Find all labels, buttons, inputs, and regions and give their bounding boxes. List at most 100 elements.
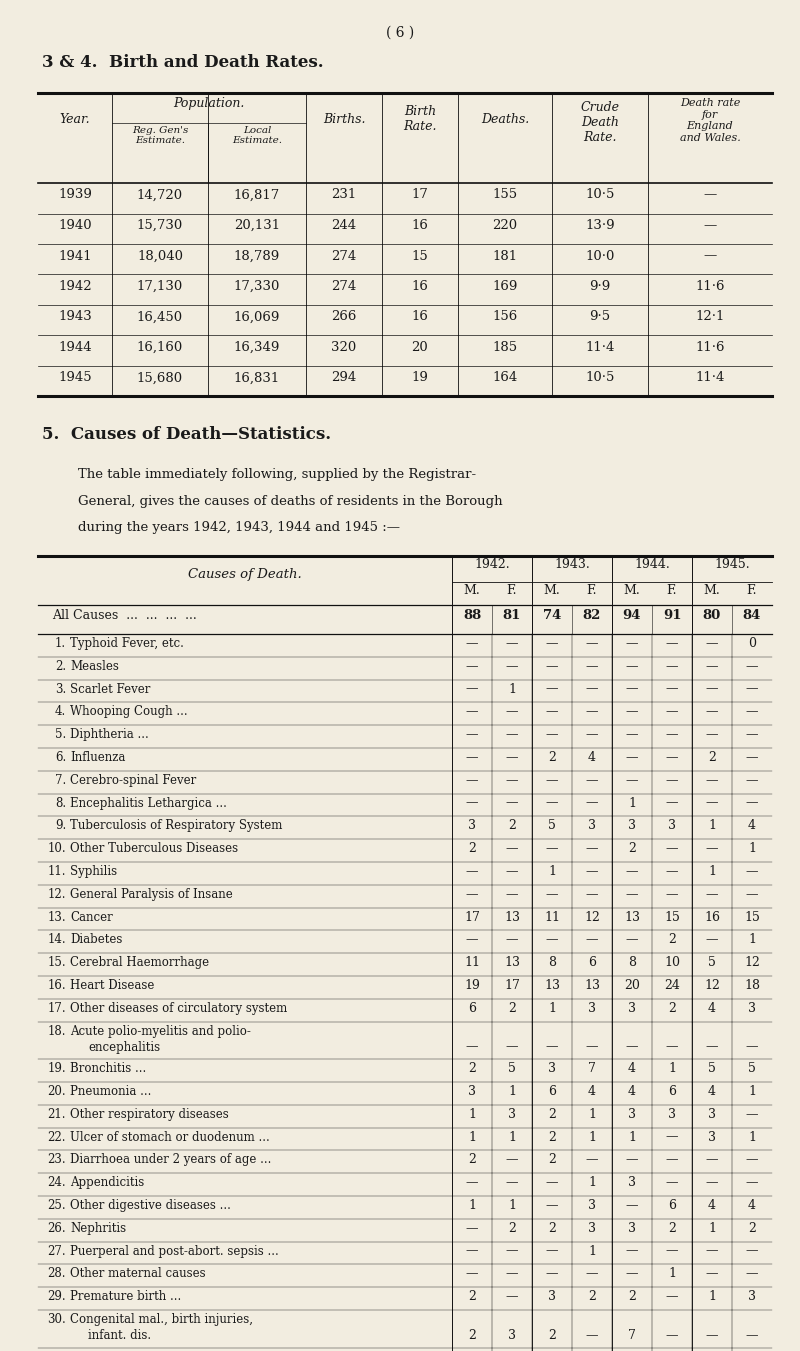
Text: —: —	[626, 1040, 638, 1054]
Text: 11·4: 11·4	[695, 372, 725, 385]
Text: F.: F.	[746, 584, 758, 597]
Text: —: —	[706, 705, 718, 719]
Text: —: —	[706, 659, 718, 673]
Text: —: —	[706, 1267, 718, 1281]
Text: F.: F.	[666, 584, 678, 597]
Text: —: —	[546, 728, 558, 742]
Text: 29.: 29.	[47, 1290, 66, 1304]
Text: —: —	[746, 705, 758, 719]
Text: 10·5: 10·5	[586, 372, 614, 385]
Text: —: —	[466, 1267, 478, 1281]
Text: 7: 7	[628, 1328, 636, 1342]
Text: 3: 3	[628, 1108, 636, 1121]
Text: —: —	[586, 1328, 598, 1342]
Text: —: —	[466, 797, 478, 809]
Text: 15: 15	[744, 911, 760, 924]
Text: 1942: 1942	[58, 280, 92, 293]
Text: F.: F.	[506, 584, 518, 597]
Text: 15.: 15.	[47, 957, 66, 969]
Text: 7.: 7.	[54, 774, 66, 786]
Text: 3: 3	[628, 1221, 636, 1235]
Text: 5: 5	[548, 820, 556, 832]
Text: 10.: 10.	[47, 842, 66, 855]
Text: —: —	[626, 1200, 638, 1212]
Text: —: —	[586, 1040, 598, 1054]
Text: —: —	[706, 797, 718, 809]
Text: —: —	[666, 1328, 678, 1342]
Text: 12·1: 12·1	[695, 311, 725, 323]
Text: 1943: 1943	[58, 311, 92, 323]
Text: Diphtheria ...: Diphtheria ...	[70, 728, 149, 742]
Text: —: —	[706, 682, 718, 696]
Text: 2: 2	[548, 751, 556, 765]
Text: 11·6: 11·6	[695, 280, 725, 293]
Text: —: —	[703, 219, 717, 232]
Text: 6.: 6.	[54, 751, 66, 765]
Text: Death rate
for
England
and Wales.: Death rate for England and Wales.	[680, 99, 740, 143]
Text: 24: 24	[664, 979, 680, 992]
Text: —: —	[586, 682, 598, 696]
Text: 1: 1	[668, 1062, 676, 1075]
Text: 2: 2	[588, 1290, 596, 1304]
Text: —: —	[746, 1040, 758, 1054]
Text: Local
Estimate.: Local Estimate.	[232, 126, 282, 146]
Text: 3: 3	[588, 820, 596, 832]
Text: 3: 3	[548, 1062, 556, 1075]
Text: —: —	[666, 638, 678, 650]
Text: 91: 91	[662, 609, 682, 623]
Text: 231: 231	[331, 189, 357, 201]
Text: —: —	[506, 1267, 518, 1281]
Text: —: —	[626, 888, 638, 901]
Text: —: —	[746, 1267, 758, 1281]
Text: 1939: 1939	[58, 189, 92, 201]
Text: 1: 1	[588, 1108, 596, 1121]
Text: —: —	[666, 751, 678, 765]
Text: —: —	[706, 774, 718, 786]
Text: —: —	[546, 659, 558, 673]
Text: 15: 15	[664, 911, 680, 924]
Text: Births.: Births.	[322, 113, 366, 126]
Text: 17: 17	[464, 911, 480, 924]
Text: 3: 3	[668, 1108, 676, 1121]
Text: —: —	[546, 934, 558, 947]
Text: 8: 8	[548, 957, 556, 969]
Text: —: —	[506, 1177, 518, 1189]
Text: —: —	[466, 1221, 478, 1235]
Text: 2: 2	[708, 751, 716, 765]
Text: —: —	[466, 1040, 478, 1054]
Text: during the years 1942, 1943, 1944 and 1945 :—: during the years 1942, 1943, 1944 and 19…	[78, 521, 400, 535]
Text: —: —	[706, 1328, 718, 1342]
Text: —: —	[666, 865, 678, 878]
Text: —: —	[466, 751, 478, 765]
Text: M.: M.	[624, 584, 640, 597]
Text: 16: 16	[411, 280, 429, 293]
Text: 16,069: 16,069	[234, 311, 280, 323]
Text: 26.: 26.	[47, 1221, 66, 1235]
Text: 13: 13	[504, 911, 520, 924]
Text: 10: 10	[664, 957, 680, 969]
Text: 320: 320	[331, 340, 357, 354]
Text: 169: 169	[492, 280, 518, 293]
Text: —: —	[546, 1177, 558, 1189]
Text: —: —	[746, 659, 758, 673]
Text: —: —	[706, 1154, 718, 1166]
Text: Syphilis: Syphilis	[70, 865, 117, 878]
Text: 1: 1	[508, 1085, 516, 1098]
Text: —: —	[706, 934, 718, 947]
Text: Other respiratory diseases: Other respiratory diseases	[70, 1108, 229, 1121]
Text: Measles: Measles	[70, 659, 119, 673]
Text: 3: 3	[588, 1200, 596, 1212]
Text: 1: 1	[748, 1131, 756, 1143]
Text: —: —	[506, 1040, 518, 1054]
Text: —: —	[506, 888, 518, 901]
Text: 94: 94	[622, 609, 642, 623]
Text: 8: 8	[628, 957, 636, 969]
Text: 13.: 13.	[47, 911, 66, 924]
Text: 11.: 11.	[47, 865, 66, 878]
Text: 1: 1	[468, 1131, 476, 1143]
Text: 1: 1	[508, 1200, 516, 1212]
Text: 3: 3	[588, 1221, 596, 1235]
Text: 274: 274	[331, 250, 357, 262]
Text: 2: 2	[628, 1290, 636, 1304]
Text: encephalitis: encephalitis	[88, 1042, 160, 1054]
